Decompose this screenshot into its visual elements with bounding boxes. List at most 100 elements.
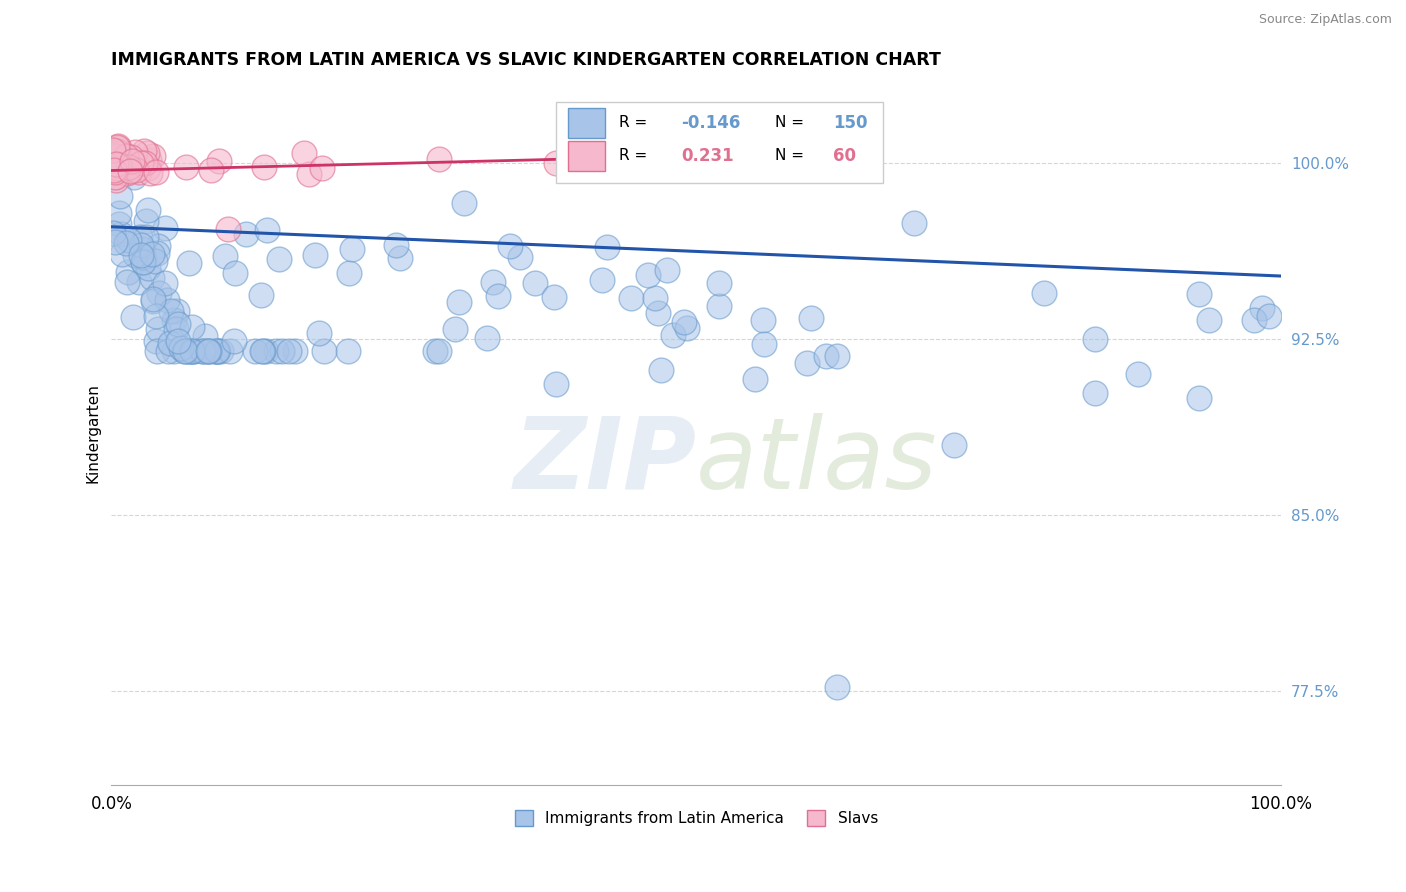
Text: 60: 60 [834,147,856,165]
Point [662,161,685,175]
Point [141,271,163,285]
Point [159,335,181,350]
Point [129,237,152,252]
Point [107,141,129,155]
Point [709,276,731,290]
Point [204,344,226,359]
Point [207,344,229,359]
Point [1187,391,1209,405]
Bar [568,108,605,137]
Point [709,299,731,313]
Point [145,310,167,324]
Point [101,148,124,162]
Point [146,322,169,336]
Point [340,242,363,256]
Text: -0.146: -0.146 [681,114,741,132]
Point [135,230,157,244]
Point [131,155,153,169]
Point [128,276,150,290]
Point [166,334,188,348]
Point [243,344,266,359]
Point [134,144,156,158]
Point [173,344,195,359]
Point [110,153,132,168]
Text: ZIP: ZIP [513,413,696,510]
Point [131,242,153,256]
Point [825,680,848,694]
Point [108,158,131,172]
Point [110,163,132,178]
Point [644,292,666,306]
Point [475,331,498,345]
Point [596,240,619,254]
Point [104,148,127,162]
Point [107,161,129,176]
Point [124,169,146,184]
Point [336,344,359,359]
Point [181,344,204,359]
Point [132,255,155,269]
Point [148,285,170,300]
Point [180,319,202,334]
Point [121,153,143,168]
Point [427,152,450,166]
Point [198,344,221,359]
Point [170,341,193,355]
Point [218,344,240,359]
Point [124,163,146,178]
Point [200,163,222,178]
Point [650,363,672,377]
Point [1084,333,1107,347]
Point [104,169,127,184]
Point [121,310,143,324]
Point [509,251,531,265]
Point [224,266,246,280]
Point [157,344,180,359]
Point [103,153,125,168]
Point [524,277,547,291]
Point [253,160,276,174]
Point [121,161,143,175]
Point [174,161,197,175]
Point [132,254,155,268]
Y-axis label: Kindergarten: Kindergarten [86,384,100,483]
Point [105,145,128,159]
Point [104,172,127,186]
Point [389,251,412,265]
Point [205,344,228,359]
Point [181,344,204,359]
Point [222,334,245,349]
Point [156,293,179,307]
Text: atlas: atlas [696,413,938,510]
Point [105,157,128,171]
Point [312,344,335,359]
Point [153,221,176,235]
Point [205,344,228,359]
Point [105,139,128,153]
Point [180,344,202,359]
Point [256,223,278,237]
Point [114,149,136,163]
Text: R =: R = [619,148,652,163]
Point [311,161,333,175]
Point [193,344,215,359]
Point [308,326,330,340]
Point [444,322,467,336]
Point [292,145,315,160]
Point [160,304,183,318]
Point [423,344,446,359]
Point [191,344,214,359]
Point [107,139,129,153]
Point [637,268,659,283]
Point [105,161,128,175]
Point [903,216,925,230]
Point [1084,386,1107,401]
Point [120,150,142,164]
Point [114,154,136,169]
Point [146,344,169,359]
Point [101,146,124,161]
Point [142,149,165,163]
Point [105,169,128,184]
Point [486,289,509,303]
Point [209,344,232,359]
